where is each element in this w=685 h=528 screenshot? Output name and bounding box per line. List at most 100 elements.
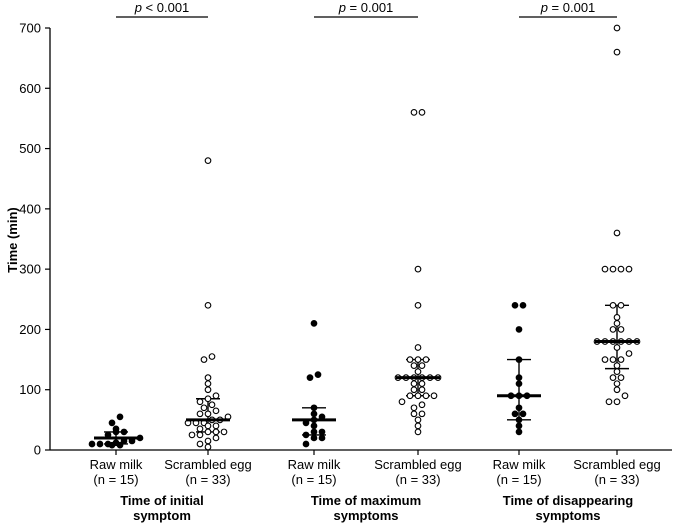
data-point	[410, 109, 418, 116]
y-tick-label: 100	[19, 382, 41, 397]
group-label-line: symptoms	[333, 508, 398, 523]
data-point	[613, 344, 621, 351]
y-tick-label: 0	[34, 443, 41, 458]
data-point	[410, 380, 418, 388]
data-point	[310, 428, 318, 436]
p-value-label: p = 0.001	[338, 0, 394, 15]
data-point	[519, 410, 527, 418]
data-point	[212, 434, 220, 442]
data-point	[120, 428, 128, 436]
data-point	[302, 440, 310, 448]
group-label-line: symptoms	[535, 508, 600, 523]
data-point	[204, 301, 212, 309]
data-point	[108, 441, 116, 449]
series-raw-milk: Raw milk (n = 15)	[88, 413, 144, 487]
data-point	[314, 371, 322, 378]
data-point	[204, 157, 212, 164]
category-label: Scrambled egg (n = 33)	[164, 457, 251, 487]
data-point	[515, 326, 523, 333]
data-point	[414, 392, 422, 400]
data-point	[398, 398, 406, 406]
data-point	[204, 386, 212, 394]
data-point	[613, 229, 621, 237]
data-point	[414, 416, 422, 424]
data-point	[625, 265, 633, 273]
data-point	[418, 386, 426, 394]
category-label: Scrambled egg (n = 33)	[374, 457, 461, 487]
data-point	[621, 392, 629, 400]
group-label: Time of maximum symptoms	[311, 493, 421, 523]
data-point	[414, 344, 422, 351]
data-point	[515, 380, 523, 388]
data-point	[617, 326, 625, 333]
category-label-line: Raw milk	[493, 457, 546, 472]
data-point	[406, 356, 414, 363]
data-point	[196, 431, 204, 439]
y-tick-label: 600	[19, 81, 41, 96]
data-point	[430, 392, 438, 400]
data-point	[418, 410, 426, 418]
data-point	[204, 428, 212, 436]
p-value-text: < 0.001	[142, 0, 189, 15]
data-point	[613, 24, 621, 32]
data-point	[515, 404, 523, 412]
data-point	[116, 413, 124, 421]
data-point	[116, 441, 124, 449]
p-value-text: = 0.001	[548, 0, 595, 15]
group-label-line: Time of initial	[120, 493, 204, 508]
category-label-line: (n = 33)	[594, 472, 639, 487]
data-point	[318, 434, 326, 442]
data-point	[625, 350, 633, 357]
data-point	[601, 356, 609, 363]
category-label: Raw milk (n = 15)	[90, 457, 143, 487]
series-scrambled-egg: Scrambled egg (n = 33)	[164, 157, 252, 487]
data-point	[310, 404, 318, 412]
category-label-line: (n = 15)	[93, 472, 138, 487]
data-point	[605, 398, 613, 406]
data-point	[515, 416, 523, 424]
data-point	[613, 380, 621, 388]
data-point	[410, 404, 418, 412]
data-point	[617, 374, 625, 382]
data-point	[204, 410, 212, 418]
data-point	[422, 392, 430, 400]
data-point	[613, 320, 621, 327]
y-axis-title: Time (min)	[5, 207, 20, 273]
data-point	[613, 48, 621, 56]
data-point	[418, 362, 426, 369]
data-point	[410, 386, 418, 394]
data-point	[200, 404, 208, 412]
category-label-line: Scrambled egg	[573, 457, 660, 472]
axes	[49, 28, 672, 455]
category-label: Raw milk (n = 15)	[288, 457, 341, 487]
data-point	[188, 431, 196, 439]
category-label-line: Raw milk	[90, 457, 143, 472]
data-point	[418, 109, 426, 116]
data-point	[515, 374, 523, 382]
data-point	[204, 380, 212, 388]
data-point	[208, 401, 216, 409]
data-point	[519, 301, 527, 309]
data-point	[302, 431, 310, 439]
data-point	[310, 320, 318, 327]
data-point	[422, 356, 430, 363]
group-label-line: Time of maximum	[311, 493, 421, 508]
data-point	[609, 356, 617, 363]
data-point	[310, 434, 318, 442]
y-tick-label: 200	[19, 322, 41, 337]
data-point	[414, 301, 422, 309]
data-point	[414, 356, 422, 363]
data-point	[613, 398, 621, 406]
data-point	[515, 356, 523, 363]
data-point	[96, 440, 104, 448]
category-label-line: (n = 33)	[395, 472, 440, 487]
y-tick-label: 400	[19, 201, 41, 216]
category-label-line: (n = 15)	[291, 472, 336, 487]
series-scrambled-egg: Scrambled egg (n = 33)	[374, 109, 462, 487]
data-point	[617, 356, 625, 363]
data-point	[204, 395, 212, 403]
data-point	[200, 356, 208, 363]
data-point	[196, 398, 204, 406]
